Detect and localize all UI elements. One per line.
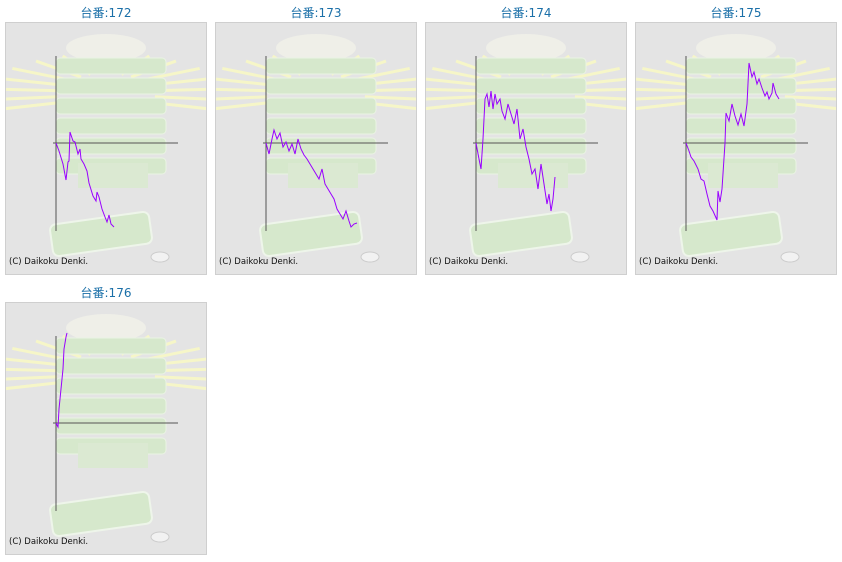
series-line [55, 131, 115, 228]
copyright-text: (C) Daikoku Denki. [429, 257, 509, 267]
chart-title: 台番:174 [500, 6, 552, 20]
background-illustration [636, 34, 836, 263]
line-chart [216, 34, 416, 263]
copyright-text: (C) Daikoku Denki. [9, 257, 89, 267]
series-line [685, 62, 780, 221]
chart-panel: (C) Daikoku Denki. [5, 22, 207, 275]
background-illustration [6, 34, 206, 263]
chart-panel: (C) Daikoku Denki. [425, 22, 627, 275]
background-illustration [6, 314, 206, 543]
chart-title: 台番:172 [80, 6, 132, 20]
series-line [475, 90, 556, 212]
series-line [265, 128, 358, 228]
series-line [55, 332, 68, 429]
chart-panel: (C) Daikoku Denki. [635, 22, 837, 275]
chart-panel: (C) Daikoku Denki. [215, 22, 417, 275]
chart-card: 台番:173 (C) Daikoku Denki. [214, 0, 418, 275]
chart-title: 台番:173 [290, 6, 342, 20]
copyright-text: (C) Daikoku Denki. [639, 257, 719, 267]
chart-card: 台番:174 (C) Daikoku Denki. [424, 0, 628, 275]
chart-title: 台番:175 [710, 6, 762, 20]
chart-title: 台番:176 [80, 286, 132, 300]
chart-card: 台番:172 (C) Daikoku Denki. [4, 0, 208, 275]
copyright-text: (C) Daikoku Denki. [219, 257, 299, 267]
line-chart [636, 34, 836, 263]
line-chart [6, 34, 206, 263]
chart-panel: (C) Daikoku Denki. [5, 302, 207, 555]
chart-card: 台番:176 (C) Daikoku Denki. [4, 280, 208, 555]
line-chart [6, 314, 206, 543]
background-illustration [426, 34, 626, 263]
chart-card: 台番:175 (C) Daikoku Denki. [634, 0, 838, 275]
background-illustration [216, 34, 416, 263]
copyright-text: (C) Daikoku Denki. [9, 537, 89, 547]
line-chart [426, 34, 626, 263]
